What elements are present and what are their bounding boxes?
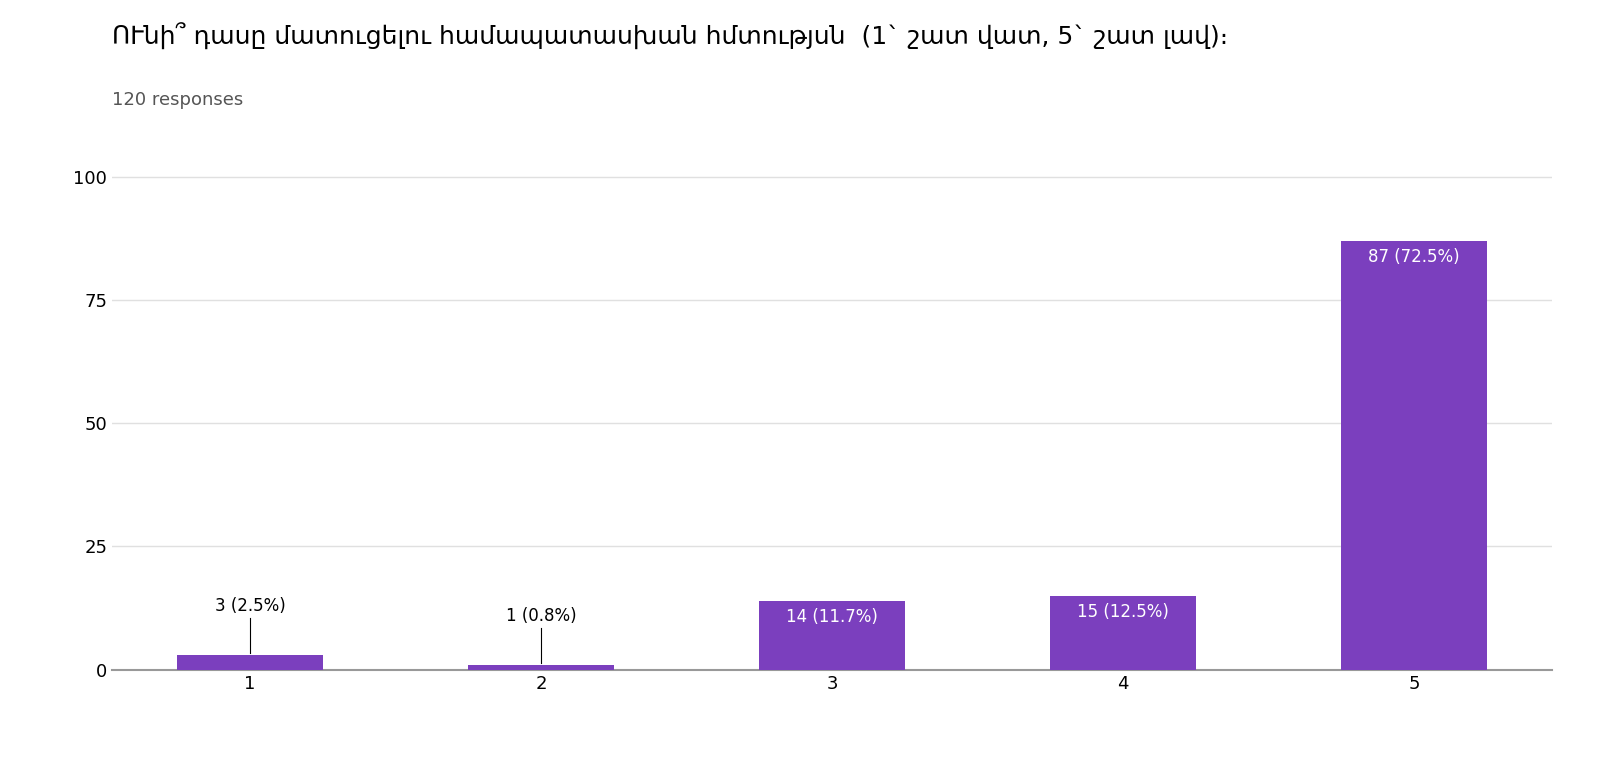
Bar [1341, 241, 1486, 670]
Text: 120 responses: 120 responses [112, 91, 243, 110]
Bar [178, 655, 323, 670]
Bar [760, 600, 904, 670]
Bar [469, 665, 614, 670]
Text: 1 (0.8%): 1 (0.8%) [506, 607, 576, 626]
Bar [1050, 596, 1195, 670]
Text: ՈՒնի՞ դասը մատուցելու համապատասխան հմտությuն  (1` շատ վատ, 5` շատ լավ)։: ՈՒնի՞ դասը մատուցելու համապատասխան հմտու… [112, 23, 1229, 50]
Text: 14 (11.7%): 14 (11.7%) [786, 608, 878, 626]
Text: 15 (12.5%): 15 (12.5%) [1077, 603, 1170, 621]
Text: 87 (72.5%): 87 (72.5%) [1368, 248, 1459, 266]
Text: 3 (2.5%): 3 (2.5%) [214, 597, 285, 616]
